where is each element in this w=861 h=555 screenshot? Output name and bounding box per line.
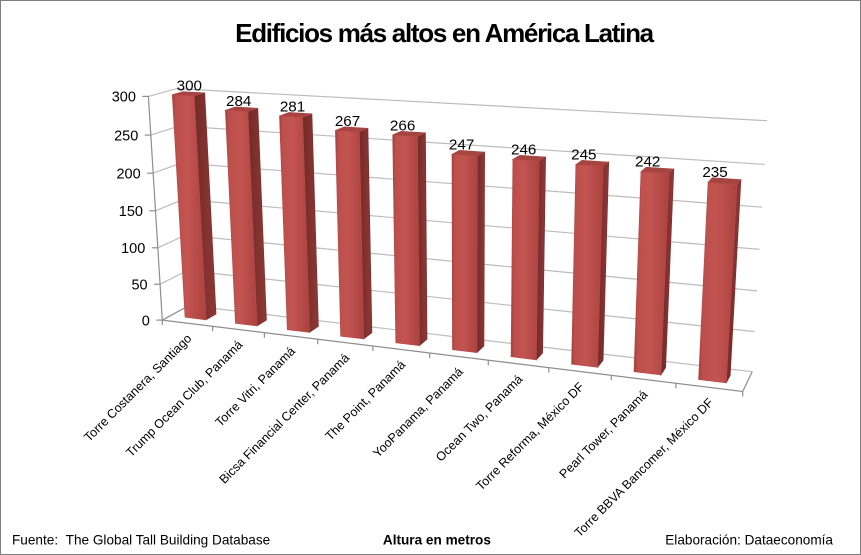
svg-text:Fuente: The Global Tall Build: Fuente: The Global Tall Building Databas… xyxy=(12,533,270,548)
svg-text:Bicsa Financial Center, Panamá: Bicsa Financial Center, Panamá xyxy=(217,351,353,487)
svg-text:267: 267 xyxy=(335,113,360,130)
svg-text:284: 284 xyxy=(226,93,251,110)
svg-text:Edificios más altos en América: Edificios más altos en América Latina xyxy=(235,18,654,48)
svg-text:266: 266 xyxy=(390,117,415,134)
svg-text:281: 281 xyxy=(280,99,305,116)
svg-text:50: 50 xyxy=(131,277,147,293)
svg-text:245: 245 xyxy=(571,147,596,164)
svg-text:250: 250 xyxy=(114,128,138,144)
svg-text:242: 242 xyxy=(635,154,660,171)
svg-text:300: 300 xyxy=(177,78,202,95)
svg-text:235: 235 xyxy=(702,164,727,181)
svg-text:150: 150 xyxy=(119,204,143,220)
svg-text:300: 300 xyxy=(112,90,136,106)
svg-text:200: 200 xyxy=(116,166,140,182)
svg-text:Torre BBVA Bancomer, México DF: Torre BBVA Bancomer, México DF xyxy=(572,395,717,540)
svg-text:247: 247 xyxy=(449,137,474,154)
svg-text:0: 0 xyxy=(142,313,150,329)
svg-text:Altura en metros: Altura en metros xyxy=(383,533,491,548)
svg-text:Elaboración: Dataeconomía: Elaboración: Dataeconomía xyxy=(665,533,833,548)
svg-text:100: 100 xyxy=(121,241,145,257)
svg-text:Trump Ocean Club, Panamá: Trump Ocean Club, Panamá xyxy=(123,338,245,460)
svg-text:Torre Costanera, Santiago: Torre Costanera, Santiago xyxy=(81,331,194,444)
svg-text:246: 246 xyxy=(511,142,536,159)
